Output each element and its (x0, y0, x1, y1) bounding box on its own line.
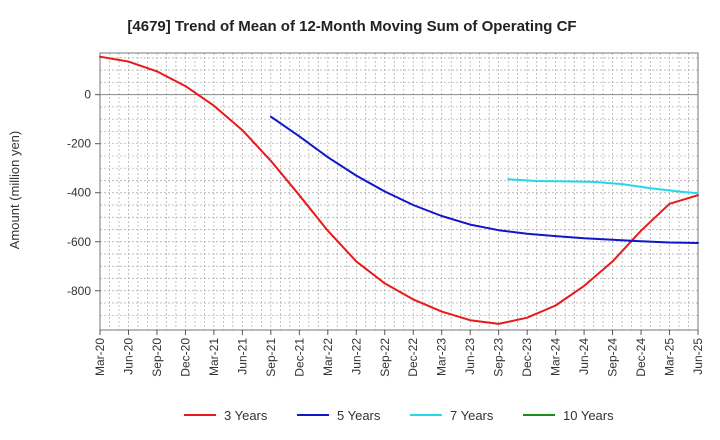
x-tick-label: Dec-20 (178, 338, 192, 377)
y-tick-label: -200 (67, 137, 91, 151)
x-tick-label: Mar-22 (321, 338, 335, 376)
x-tick-label: Jun-25 (691, 338, 705, 375)
legend-label: 5 Years (337, 408, 381, 423)
x-tick-label: Jun-24 (577, 338, 591, 375)
x-tick-label: Jun-23 (463, 338, 477, 375)
x-tick-label: Sep-21 (264, 338, 278, 377)
legend-label: 7 Years (450, 408, 494, 423)
y-tick-label: 0 (84, 88, 91, 102)
y-tick-label: -400 (67, 186, 91, 200)
series-lines (99, 55, 699, 325)
x-tick-label: Dec-24 (634, 338, 648, 377)
x-tick-label: Sep-22 (378, 338, 392, 377)
legend-label: 3 Years (224, 408, 268, 423)
y-axis-ticks: 0 -200 -400 -600 -800 (67, 88, 100, 298)
x-tick-label: Mar-23 (435, 338, 449, 376)
x-axis-ticks: Mar-20 Jun-20 Sep-20 Dec-20 Mar-21 Jun-21 Sep-… (93, 330, 705, 377)
y-axis-label: Amount (million yen) (7, 131, 22, 250)
x-tick-label: Sep-20 (150, 338, 164, 377)
series-line-3-years (99, 55, 699, 325)
chart-title: [4679] Trend of Mean of 12-Month Moving … (127, 18, 576, 35)
x-tick-label: Sep-24 (606, 338, 620, 377)
y-tick-label: -600 (67, 235, 91, 249)
x-tick-label: Mar-21 (207, 338, 221, 376)
plot-frame (99, 52, 699, 331)
x-tick-label: Mar-24 (549, 338, 563, 376)
x-tick-label: Sep-23 (492, 338, 506, 377)
x-tick-label: Jun-20 (121, 338, 135, 375)
legend: 3 Years 5 Years 7 Years 10 Years (184, 408, 614, 423)
x-tick-label: Dec-23 (520, 338, 534, 377)
x-tick-label: Jun-21 (235, 338, 249, 375)
x-tick-label: Dec-21 (292, 338, 306, 377)
x-tick-label: Mar-25 (663, 338, 677, 376)
legend-label: 10 Years (563, 408, 614, 423)
series-line-7-years (507, 178, 699, 195)
x-tick-label: Jun-22 (349, 338, 363, 375)
series-line-5-years (269, 115, 699, 244)
y-tick-label: -800 (67, 284, 91, 298)
x-tick-label: Mar-20 (93, 338, 107, 376)
x-tick-label: Dec-22 (406, 338, 420, 377)
